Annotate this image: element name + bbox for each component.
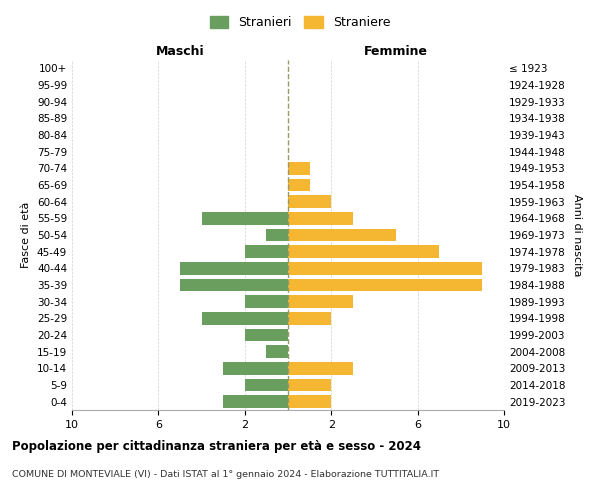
Bar [288,379,331,391]
Bar [180,262,288,274]
Bar [288,196,331,208]
Bar [223,362,288,374]
Legend: Stranieri, Straniere: Stranieri, Straniere [205,11,395,34]
Bar [288,362,353,374]
Bar [288,246,439,258]
Text: Femmine: Femmine [364,46,428,59]
Text: COMUNE DI MONTEVIALE (VI) - Dati ISTAT al 1° gennaio 2024 - Elaborazione TUTTITA: COMUNE DI MONTEVIALE (VI) - Dati ISTAT a… [12,470,439,479]
Y-axis label: Anni di nascita: Anni di nascita [572,194,582,276]
Bar [288,162,310,174]
Bar [288,312,331,324]
Bar [288,229,396,241]
Bar [288,279,482,291]
Bar [223,396,288,408]
Bar [266,229,288,241]
Y-axis label: Fasce di età: Fasce di età [22,202,31,268]
Bar [202,212,288,224]
Bar [202,312,288,324]
Bar [288,396,331,408]
Bar [245,329,288,341]
Bar [266,346,288,358]
Bar [245,246,288,258]
Bar [288,262,482,274]
Bar [288,212,353,224]
Bar [288,179,310,192]
Text: Maschi: Maschi [155,46,205,59]
Text: Popolazione per cittadinanza straniera per età e sesso - 2024: Popolazione per cittadinanza straniera p… [12,440,421,453]
Bar [245,379,288,391]
Bar [180,279,288,291]
Bar [245,296,288,308]
Bar [288,296,353,308]
